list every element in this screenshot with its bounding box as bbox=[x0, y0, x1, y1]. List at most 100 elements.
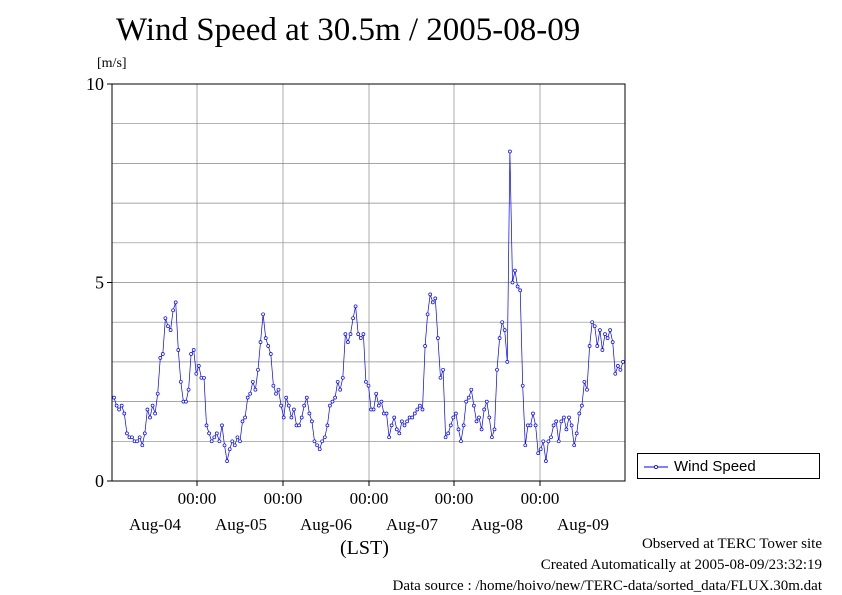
data-point bbox=[299, 415, 304, 420]
data-point bbox=[423, 344, 427, 348]
data-point bbox=[564, 427, 569, 432]
data-point bbox=[117, 407, 121, 412]
data-point bbox=[160, 352, 165, 356]
data-point bbox=[189, 352, 193, 356]
data-point bbox=[533, 423, 538, 428]
data-point bbox=[351, 316, 355, 321]
data-point bbox=[415, 407, 420, 412]
data-point bbox=[346, 340, 350, 344]
x-date-label: Aug-05 bbox=[215, 515, 267, 534]
data-point bbox=[436, 336, 440, 340]
data-point bbox=[392, 415, 397, 420]
data-point bbox=[209, 439, 214, 444]
data-point bbox=[333, 395, 337, 400]
data-point bbox=[122, 411, 127, 416]
data-point bbox=[166, 324, 170, 329]
data-point bbox=[137, 435, 142, 440]
footer-source: Data source : /home/hoivo/new/TERC-data/… bbox=[392, 578, 823, 594]
data-point bbox=[402, 423, 407, 428]
data-point bbox=[204, 423, 209, 428]
data-point bbox=[397, 431, 402, 436]
data-point bbox=[140, 443, 145, 448]
data-point bbox=[112, 395, 116, 400]
data-point bbox=[119, 403, 124, 408]
data-point bbox=[618, 367, 623, 372]
data-point bbox=[230, 439, 235, 444]
data-point bbox=[497, 336, 502, 340]
data-point bbox=[610, 340, 615, 344]
data-point bbox=[186, 387, 191, 392]
x-date-label: Aug-06 bbox=[300, 515, 352, 534]
data-point bbox=[387, 435, 391, 440]
data-point bbox=[513, 268, 517, 273]
data-point bbox=[353, 304, 358, 309]
data-point bbox=[572, 443, 577, 448]
x-date-label: Aug-07 bbox=[386, 515, 438, 534]
data-point bbox=[207, 431, 211, 436]
data-point bbox=[281, 415, 286, 420]
data-point bbox=[274, 391, 278, 396]
data-point bbox=[307, 411, 312, 416]
data-point bbox=[232, 443, 237, 448]
y-axis-unit-label: [m/s] bbox=[97, 56, 127, 71]
data-point bbox=[328, 403, 332, 408]
data-point bbox=[433, 296, 438, 301]
series-line bbox=[113, 151, 624, 462]
data-point bbox=[487, 415, 492, 420]
data-point bbox=[425, 312, 430, 317]
data-point bbox=[464, 399, 469, 404]
data-point bbox=[531, 411, 535, 416]
data-point bbox=[248, 391, 253, 396]
data-point bbox=[574, 431, 579, 436]
data-point bbox=[340, 375, 345, 380]
data-point bbox=[178, 379, 183, 384]
data-point bbox=[258, 340, 263, 344]
data-point bbox=[150, 403, 155, 408]
data-point bbox=[261, 312, 265, 317]
data-point bbox=[510, 280, 515, 285]
data-point bbox=[544, 459, 548, 463]
data-point bbox=[484, 399, 489, 404]
data-point bbox=[330, 399, 335, 404]
data-point bbox=[554, 419, 559, 424]
data-point bbox=[587, 344, 592, 348]
data-point bbox=[508, 149, 512, 154]
x-tick-label: 00:00 bbox=[350, 489, 389, 508]
data-point bbox=[364, 379, 368, 384]
x-axis-label: (LST) bbox=[340, 537, 389, 559]
data-point bbox=[613, 371, 618, 376]
data-point bbox=[286, 403, 291, 408]
data-point bbox=[356, 332, 361, 336]
data-point bbox=[317, 447, 322, 452]
data-point bbox=[559, 419, 564, 424]
data-point bbox=[297, 423, 301, 428]
data-point bbox=[271, 383, 276, 388]
data-point bbox=[477, 415, 481, 420]
data-point bbox=[410, 415, 415, 420]
data-point bbox=[376, 403, 381, 408]
data-point bbox=[145, 407, 150, 412]
data-point bbox=[379, 399, 384, 404]
data-point bbox=[505, 360, 510, 364]
data-point bbox=[384, 411, 389, 416]
data-point bbox=[250, 379, 255, 384]
data-point bbox=[348, 332, 353, 336]
data-point bbox=[202, 375, 206, 380]
data-point bbox=[227, 447, 232, 452]
data-point bbox=[358, 336, 363, 340]
data-point bbox=[459, 439, 463, 444]
data-point bbox=[125, 431, 129, 436]
data-point bbox=[490, 435, 494, 440]
data-point bbox=[325, 423, 330, 428]
data-point bbox=[315, 443, 319, 448]
data-point bbox=[556, 439, 561, 444]
data-point bbox=[479, 427, 484, 432]
data-point bbox=[400, 419, 404, 424]
footer-created: Created Automatically at 2005-08-09/23:3… bbox=[540, 557, 822, 573]
data-point bbox=[461, 423, 466, 428]
data-point bbox=[523, 443, 528, 448]
data-point bbox=[605, 336, 610, 340]
chart-title: Wind Speed at 30.5m / 2005-08-09 bbox=[116, 12, 581, 48]
data-point bbox=[312, 439, 317, 444]
data-point bbox=[191, 348, 196, 352]
